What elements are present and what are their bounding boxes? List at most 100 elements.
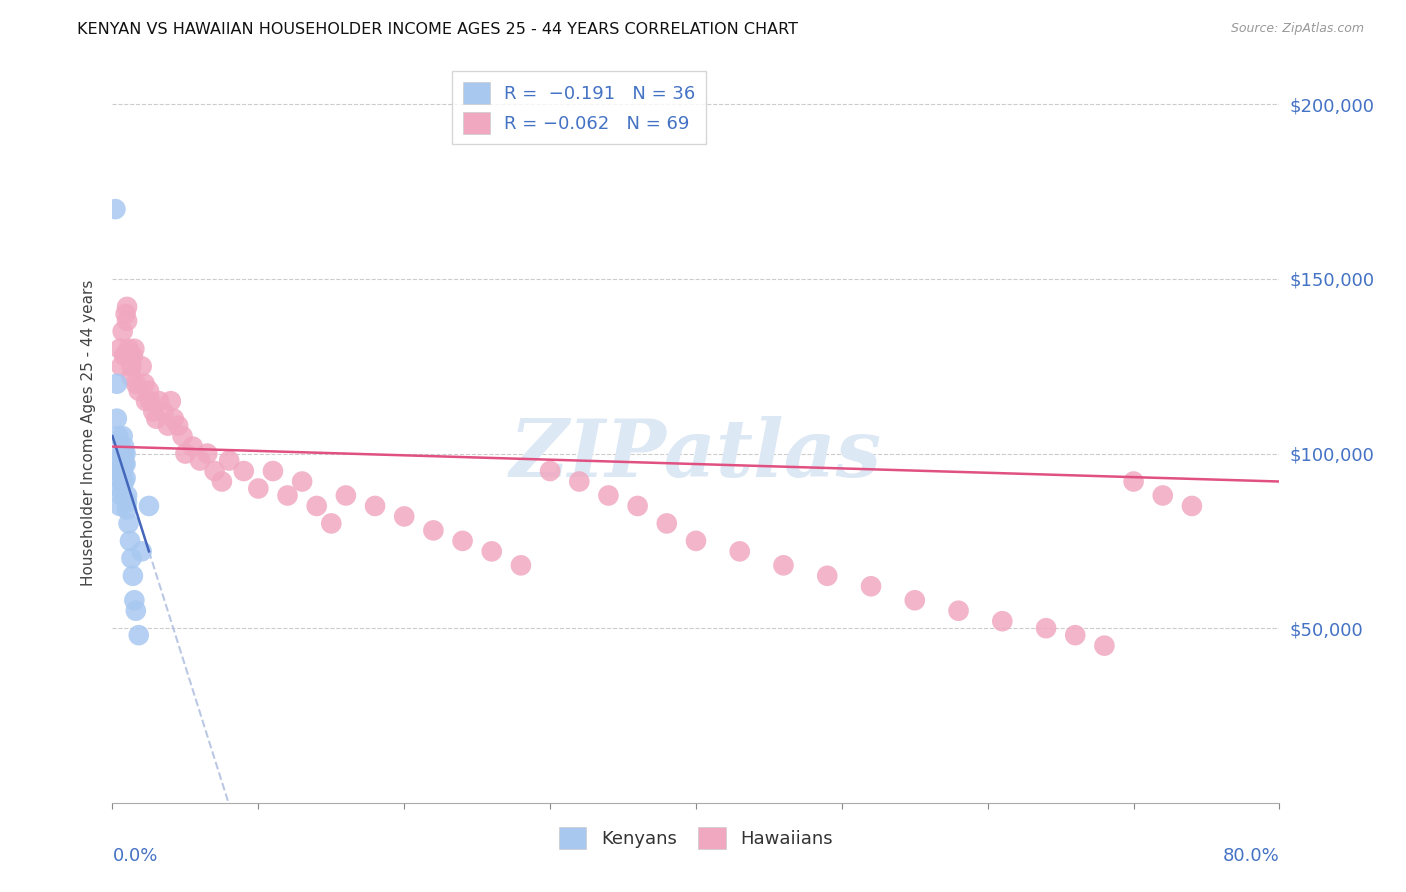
Point bbox=[509, 558, 531, 573]
Point bbox=[112, 446, 135, 460]
Point bbox=[118, 349, 141, 363]
Point bbox=[247, 482, 270, 496]
Point bbox=[167, 418, 190, 433]
Point bbox=[218, 453, 240, 467]
Point bbox=[481, 544, 503, 558]
Point bbox=[115, 300, 138, 314]
Point bbox=[112, 349, 135, 363]
Point bbox=[108, 342, 131, 356]
Point bbox=[115, 495, 138, 509]
Point bbox=[125, 376, 148, 391]
Point bbox=[904, 593, 927, 607]
Point bbox=[568, 475, 591, 489]
Point bbox=[108, 464, 131, 478]
Point bbox=[305, 499, 328, 513]
Point bbox=[321, 516, 343, 531]
Point bbox=[110, 359, 132, 374]
Point bbox=[122, 569, 145, 583]
Point bbox=[335, 488, 357, 502]
Point bbox=[110, 488, 132, 502]
Point bbox=[110, 453, 132, 467]
Point bbox=[160, 394, 183, 409]
Point bbox=[262, 464, 284, 478]
Point bbox=[685, 533, 707, 548]
Point bbox=[114, 446, 136, 460]
Point bbox=[422, 524, 444, 538]
Point bbox=[1094, 639, 1116, 653]
Point bbox=[772, 558, 794, 573]
Point bbox=[110, 460, 132, 475]
Point bbox=[860, 579, 883, 593]
Point bbox=[120, 551, 142, 566]
Point bbox=[204, 464, 226, 478]
Point bbox=[110, 446, 132, 460]
Point bbox=[135, 394, 157, 409]
Point bbox=[114, 457, 136, 471]
Text: 80.0%: 80.0% bbox=[1223, 847, 1279, 865]
Text: ZIPatlas: ZIPatlas bbox=[510, 416, 882, 493]
Point bbox=[107, 464, 129, 478]
Point bbox=[139, 394, 162, 409]
Point bbox=[451, 533, 474, 548]
Point bbox=[728, 544, 751, 558]
Point bbox=[125, 604, 148, 618]
Point bbox=[195, 446, 218, 460]
Point bbox=[120, 359, 142, 374]
Point bbox=[110, 475, 132, 489]
Point bbox=[138, 499, 160, 513]
Point bbox=[163, 411, 186, 425]
Point bbox=[364, 499, 387, 513]
Point bbox=[627, 499, 650, 513]
Point bbox=[111, 324, 134, 338]
Point bbox=[134, 376, 156, 391]
Point bbox=[112, 475, 135, 489]
Point bbox=[148, 394, 170, 409]
Point bbox=[104, 202, 127, 216]
Point bbox=[1035, 621, 1057, 635]
Point bbox=[115, 488, 138, 502]
Point bbox=[112, 440, 135, 454]
Point bbox=[1064, 628, 1087, 642]
Text: KENYAN VS HAWAIIAN HOUSEHOLDER INCOME AGES 25 - 44 YEARS CORRELATION CHART: KENYAN VS HAWAIIAN HOUSEHOLDER INCOME AG… bbox=[77, 22, 799, 37]
Point bbox=[394, 509, 416, 524]
Point bbox=[108, 499, 131, 513]
Point bbox=[991, 614, 1014, 628]
Point bbox=[131, 359, 153, 374]
Text: Source: ZipAtlas.com: Source: ZipAtlas.com bbox=[1230, 22, 1364, 36]
Point bbox=[124, 342, 146, 356]
Point bbox=[105, 411, 128, 425]
Y-axis label: Householder Income Ages 25 - 44 years: Householder Income Ages 25 - 44 years bbox=[80, 279, 96, 586]
Legend: Kenyans, Hawaiians: Kenyans, Hawaiians bbox=[553, 821, 839, 856]
Point bbox=[112, 457, 135, 471]
Point bbox=[152, 405, 174, 419]
Point bbox=[108, 482, 131, 496]
Point bbox=[815, 569, 838, 583]
Point bbox=[1152, 488, 1174, 502]
Point bbox=[181, 440, 204, 454]
Point bbox=[107, 429, 129, 443]
Point bbox=[232, 464, 254, 478]
Point bbox=[117, 342, 139, 356]
Point bbox=[115, 314, 138, 328]
Point bbox=[131, 544, 153, 558]
Point bbox=[188, 453, 211, 467]
Point bbox=[156, 418, 179, 433]
Point bbox=[128, 384, 150, 398]
Point bbox=[124, 593, 146, 607]
Point bbox=[114, 471, 136, 485]
Point bbox=[276, 488, 298, 502]
Point bbox=[948, 604, 970, 618]
Point bbox=[1181, 499, 1204, 513]
Point bbox=[655, 516, 678, 531]
Point bbox=[128, 628, 150, 642]
Point bbox=[111, 464, 134, 478]
Point bbox=[114, 307, 136, 321]
Point bbox=[111, 446, 134, 460]
Point bbox=[142, 405, 165, 419]
Point bbox=[118, 533, 141, 548]
Point bbox=[111, 453, 134, 467]
Point bbox=[117, 516, 139, 531]
Point bbox=[120, 369, 142, 384]
Point bbox=[138, 384, 160, 398]
Text: 0.0%: 0.0% bbox=[112, 847, 157, 865]
